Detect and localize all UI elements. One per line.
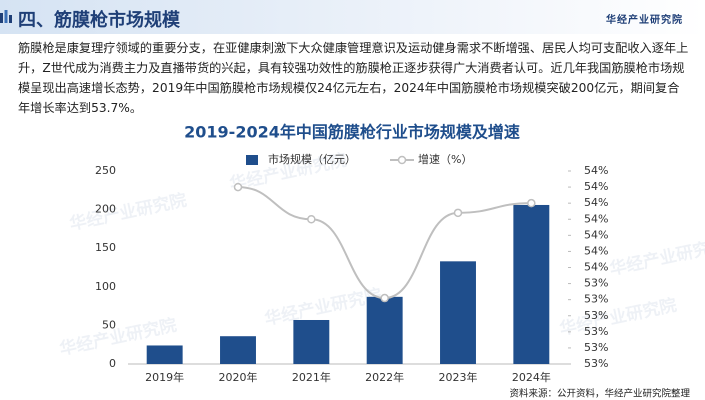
y-tick-label: 200 (95, 203, 116, 216)
y-tick-label: 250 (95, 164, 116, 177)
chart-title: 2019-2024年中国筋膜枪行业市场规模及增速 (184, 123, 520, 142)
watermark: 华经产业研究院 (68, 189, 189, 234)
y2-tick-label: 54% (584, 228, 608, 241)
logo-text: 华经产业研究院 (606, 15, 683, 26)
header-title: 四、筋膜枪市场规模 (18, 10, 180, 31)
legend-symbol (397, 155, 407, 165)
y-tick-label: 150 (95, 241, 116, 254)
line-point (527, 198, 536, 208)
y2-tick-label: 53% (584, 341, 608, 354)
y2-tick-label: 53% (584, 325, 608, 338)
x-tick-label: 2023年 (439, 370, 478, 384)
x-tick-label: 2020年 (219, 370, 258, 384)
bar (220, 336, 256, 364)
x-tick-label: 2019年 (145, 370, 184, 384)
watermark: 华经产业研究院 (558, 294, 679, 339)
bar (513, 204, 550, 364)
y2-tick-label: 54% (584, 196, 608, 209)
bar (440, 261, 476, 364)
line-point (233, 182, 243, 192)
line-point (380, 293, 389, 303)
x-tick-label: 2024年 (512, 370, 551, 384)
line-point (307, 215, 316, 224)
y2-tick-label: 53% (584, 277, 608, 290)
y-tick-label: 50 (102, 318, 116, 331)
y2-tick-label: 54% (584, 212, 608, 225)
line (237, 186, 532, 300)
y2-tick-label: 54% (584, 164, 608, 177)
legend-symbol (246, 155, 258, 165)
bar (293, 319, 330, 364)
legend-label: 增速（%） (418, 152, 472, 166)
source: 资料来源：公开资料，华经产业研究院整理 (509, 388, 690, 400)
y2-tick-label: 54% (584, 261, 608, 274)
x-tick-label: 2021年 (292, 370, 331, 384)
y2-tick-label: 54% (584, 180, 608, 193)
paragraph: 筋膜枪是康复理疗领域的重要分支，在亚健康刺激下大众健康管理意识及运动健身需求不断… (18, 41, 689, 115)
bar (146, 345, 183, 364)
y2-tick-label: 53% (584, 309, 608, 322)
header-bar: 四、筋膜枪市场规模 华经产业研究院 (0, 0, 705, 34)
y-tick-label: 100 (95, 280, 116, 293)
y-tick-label: 0 (109, 357, 116, 370)
y2-tick-label: 53% (584, 357, 608, 370)
y2-tick-label: 54% (584, 244, 608, 257)
x-tick-label: 2022年 (365, 370, 404, 384)
logo-icon (0, 10, 12, 23)
bar (366, 296, 403, 364)
line-point (453, 208, 463, 218)
watermark: 华经产业研究院 (608, 234, 705, 279)
legend-label: 市场规模（亿元） (268, 152, 356, 166)
y2-tick-label: 53% (584, 293, 608, 306)
